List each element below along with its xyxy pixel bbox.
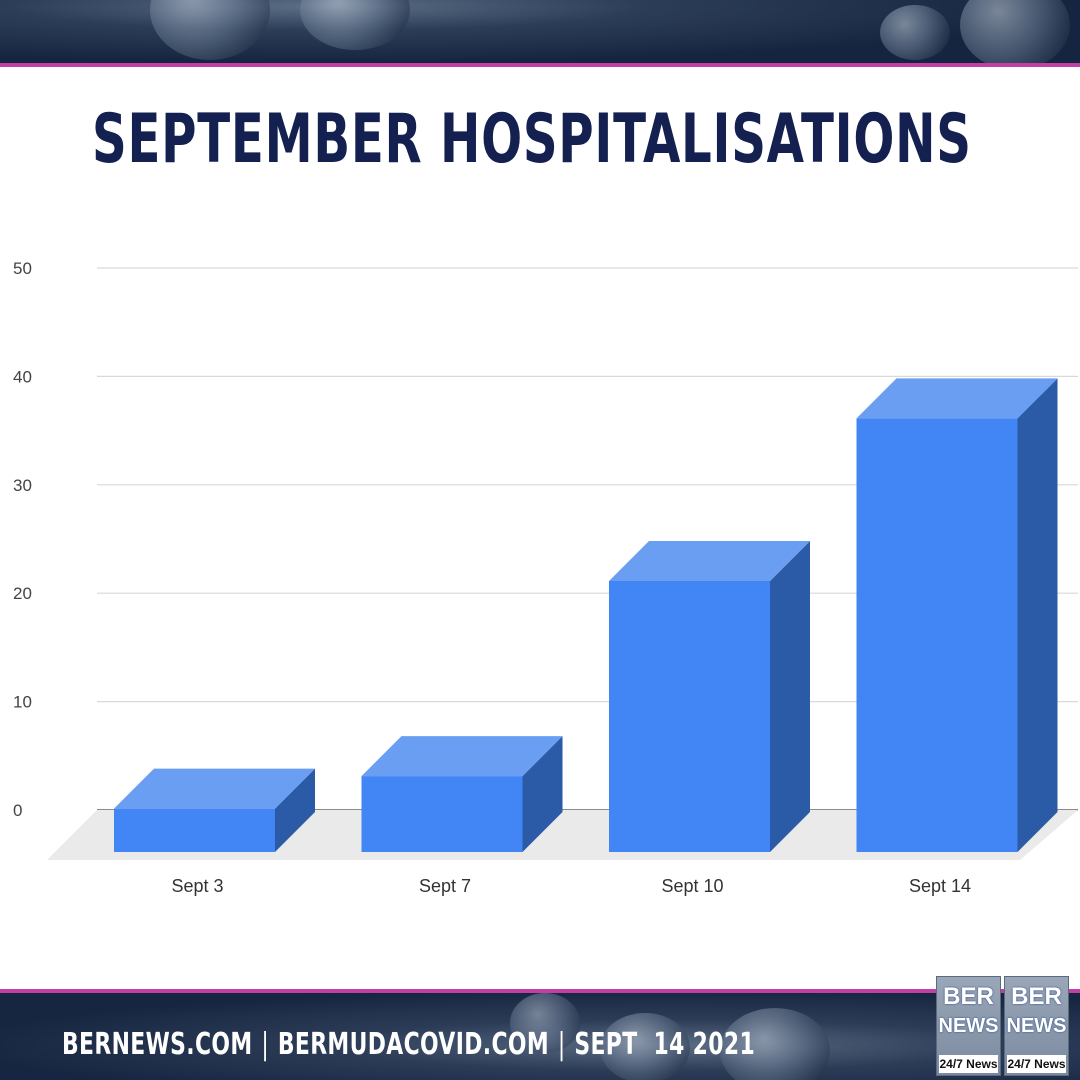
virus-image [150,0,270,60]
bar-side-face [275,768,315,852]
logo-tagline: 24/7 News [1007,1055,1066,1073]
x-tick-label: Sept 3 [171,876,223,896]
virus-image [720,1008,830,1080]
virus-image [880,5,950,60]
footer-separator: | [261,1027,270,1062]
bar-top-face [361,736,563,777]
y-tick-label: 20 [13,584,32,603]
footer-site-bernews: BERNEWS.COM [62,1027,253,1062]
logo-text-ber: BER [943,983,994,1010]
bar [114,808,275,852]
virus-image [510,993,580,1053]
y-tick-label: 10 [13,693,32,712]
top-accent-stripe [0,63,1080,67]
chart-bars [114,378,1058,852]
bar [361,776,523,852]
x-tick-label: Sept 14 [909,876,971,896]
logo-text-ber: BER [1011,983,1062,1010]
logo-text-news: NEWS [1006,1015,1067,1037]
virus-image [300,0,410,50]
x-tick-label: Sept 7 [419,876,471,896]
bar-side-face [1017,378,1058,852]
bar-top-face [856,378,1058,419]
page-title: SEPTEMBER HOSPITALISATIONS [92,100,972,179]
footer-text: BERNEWS.COM | BERMUDACOVID.COM | SEPT 14 202… [62,1027,755,1062]
y-tick-label: 50 [13,259,32,278]
bottom-banner [0,993,1080,1080]
bar-top-face [114,768,315,809]
bar [856,418,1018,852]
y-tick-label: 30 [13,476,32,495]
bar-side-face [770,541,810,852]
x-axis-category-labels: Sept 3 Sept 7 Sept 10 Sept 14 [171,876,971,896]
bar-chart: 0 10 20 30 40 50 Sept 3 Sept 7 Sept 10 Sept 14 [13,259,1078,896]
bar-side-face [522,736,563,852]
footer-site-bermudacovid: BERMUDACOVID.COM [277,1027,550,1062]
chart-floor [47,810,1078,860]
logo-text-news: NEWS [938,1015,999,1037]
bar-top-face [609,541,810,581]
bernews-logo: BER NEWS 24/7 News [936,976,1001,1076]
logo-tagline: 24/7 News [939,1055,998,1073]
chart-floor-plane [47,810,1078,860]
y-tick-label: 0 [13,801,22,820]
virus-image [960,0,1070,63]
top-banner [0,0,1080,63]
y-tick-label: 40 [13,367,32,386]
y-axis-tick-labels: 0 10 20 30 40 50 [13,259,32,820]
bar [609,581,770,852]
footer-separator: | [557,1027,566,1062]
bernews-logo: BER NEWS 24/7 News [1004,976,1069,1076]
virus-image [600,1013,690,1080]
x-tick-label: Sept 10 [661,876,723,896]
footer-date: SEPT 14 2021 [574,1027,756,1062]
bottom-accent-stripe [0,989,1080,993]
